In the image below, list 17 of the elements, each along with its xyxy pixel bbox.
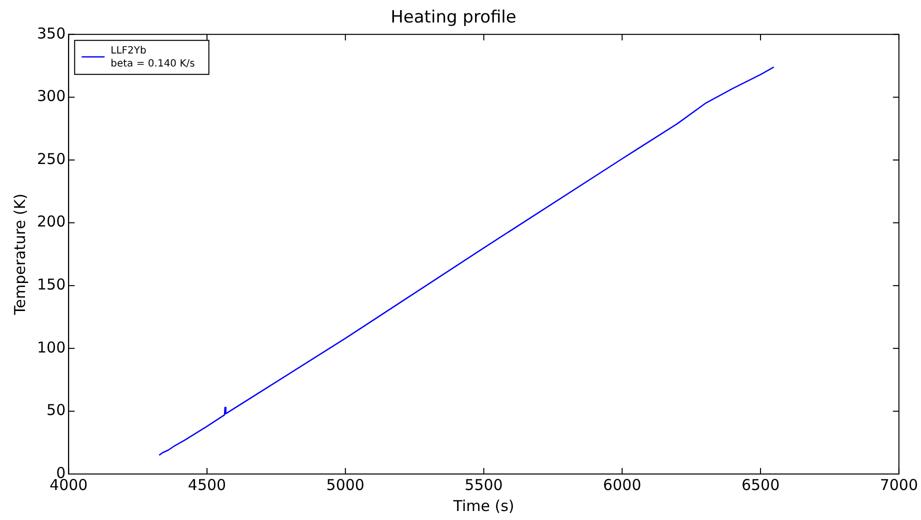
y-tick-label: 250 [36,150,66,168]
y-tick-label: 50 [46,401,66,420]
y-axis-title: Temperature (K) [10,194,29,316]
x-tick-label: 7000 [880,476,918,494]
y-tick-label: 200 [36,212,66,231]
x-tick-label: 5500 [464,476,503,494]
x-tick-label: 4500 [188,476,226,494]
x-tick-label: 6000 [603,476,642,494]
x-tick-label: 6500 [741,476,780,494]
y-tick-label: 150 [36,275,66,294]
y-tick-label: 350 [36,24,66,42]
x-axis-title: Time (s) [452,496,514,515]
legend-label: LLF2Yb beta = 0.140 K/s [110,45,195,70]
y-tick-label: 300 [36,87,66,106]
x-tick-label: 5000 [326,476,364,494]
y-tick-label: 100 [36,338,66,356]
chart-title: Heating profile [390,8,516,28]
